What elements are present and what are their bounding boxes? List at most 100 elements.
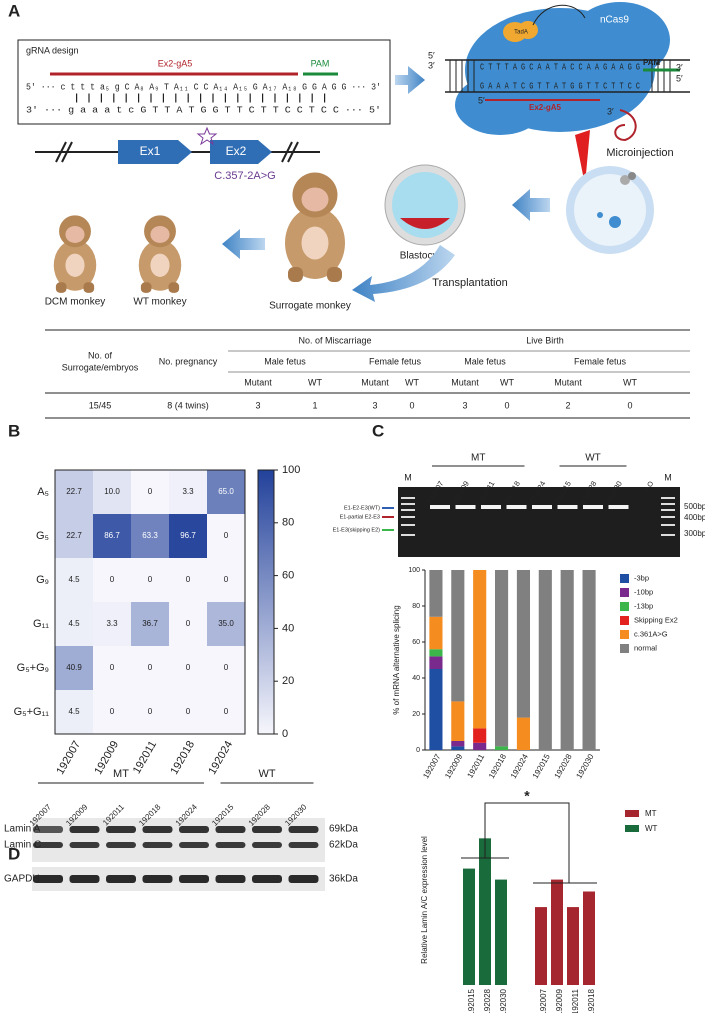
heatmap-cell [55,514,93,558]
heatmap-cell [169,690,207,734]
legend-swatch [620,588,629,597]
gel-band [557,505,578,509]
arrow [222,229,265,259]
bar-segment [495,570,509,747]
guide-label: Ex2-gA5 [158,58,193,68]
heatmap-cell [169,470,207,514]
gene-break [55,141,299,163]
needle [575,130,590,185]
ladder-band [401,524,415,526]
group-label: WT [258,768,275,780]
group-label: MT [471,453,485,464]
cell-label: 4.5 [68,575,80,584]
cell-label: 0 [148,575,153,584]
cell-label: 4.5 [68,707,80,716]
table-cell: 1 [312,400,317,410]
cell-label: 10.0 [104,487,120,496]
bar [567,907,579,985]
table-header: WT [623,377,637,387]
cell-label: 0 [148,707,153,716]
colorbar-tick-label: 40 [282,622,294,634]
bar-segment [473,570,487,729]
arrow [395,66,425,94]
legend-label: c.361A>G [634,629,668,638]
exon-label: Ex1 [140,144,161,158]
table-header: No. pregnancy [159,356,218,366]
cell-label: 63.3 [142,531,158,540]
ladder-band [401,503,415,505]
arrow [352,245,455,302]
blot-band [69,826,100,833]
blot-band [252,842,282,848]
x-tick-label: 192007 [539,988,548,1013]
table-header: Mutant [554,377,582,387]
heatmap-cell [93,602,131,646]
y-axis-label: % of mRNA alternative splicing [392,605,401,714]
row-label: G₅+G₉ [17,662,49,674]
table-cell: 15/45 [89,400,112,410]
blot-band [179,875,209,883]
legend-swatch [625,810,639,817]
bar-segment [451,741,465,747]
legend-swatch [625,825,639,832]
legend-label: normal [634,643,657,652]
table-header: WT [500,377,514,387]
y-tick-label: 100 [408,567,420,574]
bar [551,879,563,985]
bar-segment [538,570,552,750]
strand-end: 5′ [676,73,683,83]
blot-band [252,875,282,883]
gel-band [455,505,476,509]
heatmap-cell [93,646,131,690]
x-tick-label: 192030 [574,752,595,780]
colorbar [257,469,275,735]
gel-band [481,505,501,509]
table-header: Male fetus [264,356,306,366]
bar-segment [582,570,596,750]
heatmap-cell [169,646,207,690]
blot-band [106,875,136,883]
x-tick-label: 192011 [465,752,486,780]
cell-label: 22.7 [66,531,82,540]
bar-segment [516,570,530,718]
mutation-label: C.357-2A>G [214,170,275,182]
legend-label: Skipping Ex2 [634,615,678,624]
heatmap-cell [93,514,131,558]
table-header: Live Birth [526,335,564,345]
table-cell: 0 [504,400,509,410]
ladder-band [401,516,415,518]
cell-label: 0 [110,575,115,584]
band-label: E1-partial E2-E3 [340,514,380,520]
table-cell: 0 [409,400,414,410]
table-header: Mutant [361,377,389,387]
sequence-top: 5′ ··· c t t t a₅ g C A₈ A₉ T A₁₁ C C A₁… [26,82,381,92]
step-label: DCM monkey [45,297,106,308]
group-label: MT [113,768,129,780]
heatmap-cell [207,602,245,646]
cell-label: 0 [186,663,191,672]
legend-swatch [620,630,629,639]
legend-swatch [620,574,629,583]
cas9-label: nCas9 [600,15,629,26]
heatmap-cell [207,690,245,734]
blot-band [179,826,209,833]
gel-band [608,505,629,509]
arrow [512,189,550,221]
x-tick-label: 192018 [487,752,508,780]
dcm-monkey [53,215,97,293]
guide-label: Ex2-gA5 [529,103,562,112]
table-header: No. of [88,350,113,360]
table-header: Female fetus [574,356,627,366]
x-tick-label: 192030 [499,988,508,1013]
pam-label: PAM [311,58,330,68]
bar-segment [429,649,443,657]
row-label: A₅ [37,486,49,498]
blot-band [288,842,319,848]
heatmap-cell [131,646,169,690]
y-tick-label: 20 [412,711,420,718]
size-label: 69kDa [329,824,358,835]
legend-label: -13bp [634,601,653,610]
step-label: WT monkey [133,297,186,308]
cell-label: 36.7 [142,619,158,628]
x-tick-label: 192018 [587,988,596,1013]
